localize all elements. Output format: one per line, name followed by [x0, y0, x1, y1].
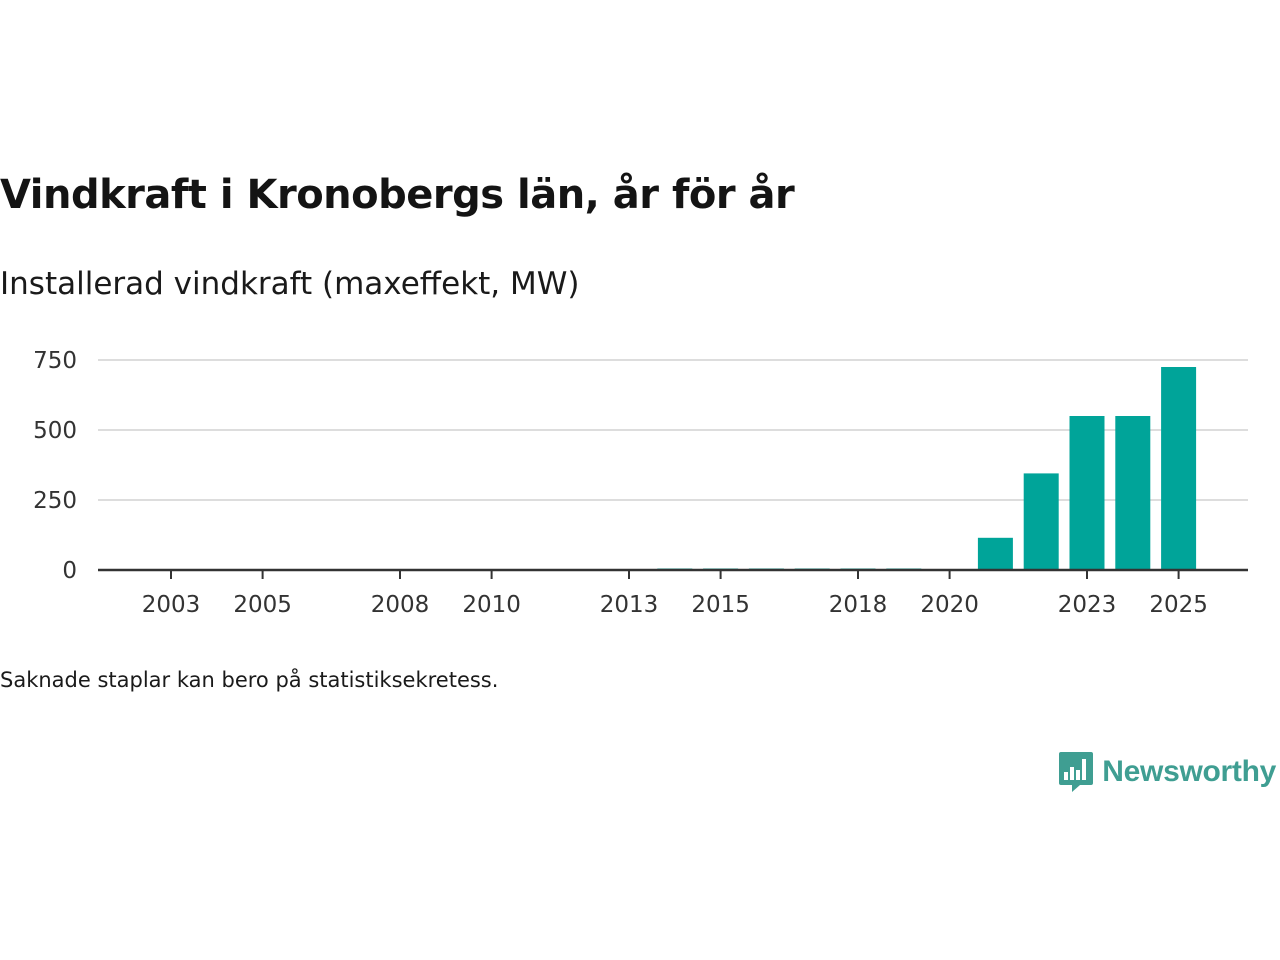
x-tick-label: 2023: [1058, 592, 1117, 618]
bar-2023[interactable]: [1069, 416, 1105, 570]
footnote: Saknade staplar kan bero på statistiksek…: [0, 668, 499, 692]
y-tick-label: 0: [62, 558, 77, 584]
bars: [657, 367, 1197, 570]
x-tick-label: 2018: [829, 592, 888, 618]
bar-chart-speech-bubble-icon: [1059, 752, 1094, 792]
bar-chart: 0 250 500 750 2003 2005 2008 2010 2013 2015 2018 20…: [33, 348, 1248, 618]
x-tick-label: 2003: [142, 592, 201, 618]
bar-2025[interactable]: [1161, 367, 1197, 570]
y-tick-label: 500: [33, 418, 77, 444]
newsworthy-logo[interactable]: Newsworthy: [1058, 750, 1276, 794]
x-tick-label: 2013: [600, 592, 659, 618]
chart-title: Vindkraft i Kronobergs län, år för år: [0, 172, 795, 218]
x-tick-label: 2008: [371, 592, 430, 618]
x-tick-label: 2010: [462, 592, 521, 618]
brand-name: Newsworthy: [1102, 755, 1276, 788]
bar-2022[interactable]: [1023, 473, 1059, 570]
x-tick-label: 2020: [920, 592, 979, 618]
x-tick-label: 2025: [1149, 592, 1208, 618]
x-tick-label: 2015: [691, 592, 750, 618]
tick-labels: 0 250 500 750 2003 2005 2008 2010 2013 2015 2018 20…: [33, 348, 1208, 618]
axes: [98, 568, 1248, 579]
x-tick-label: 2005: [233, 592, 292, 618]
bar-2021[interactable]: [977, 537, 1013, 570]
bar-2024[interactable]: [1115, 416, 1151, 570]
chart-subtitle: Installerad vindkraft (maxeffekt, MW): [0, 266, 580, 302]
y-tick-label: 750: [33, 348, 77, 374]
y-tick-label: 250: [33, 488, 77, 514]
